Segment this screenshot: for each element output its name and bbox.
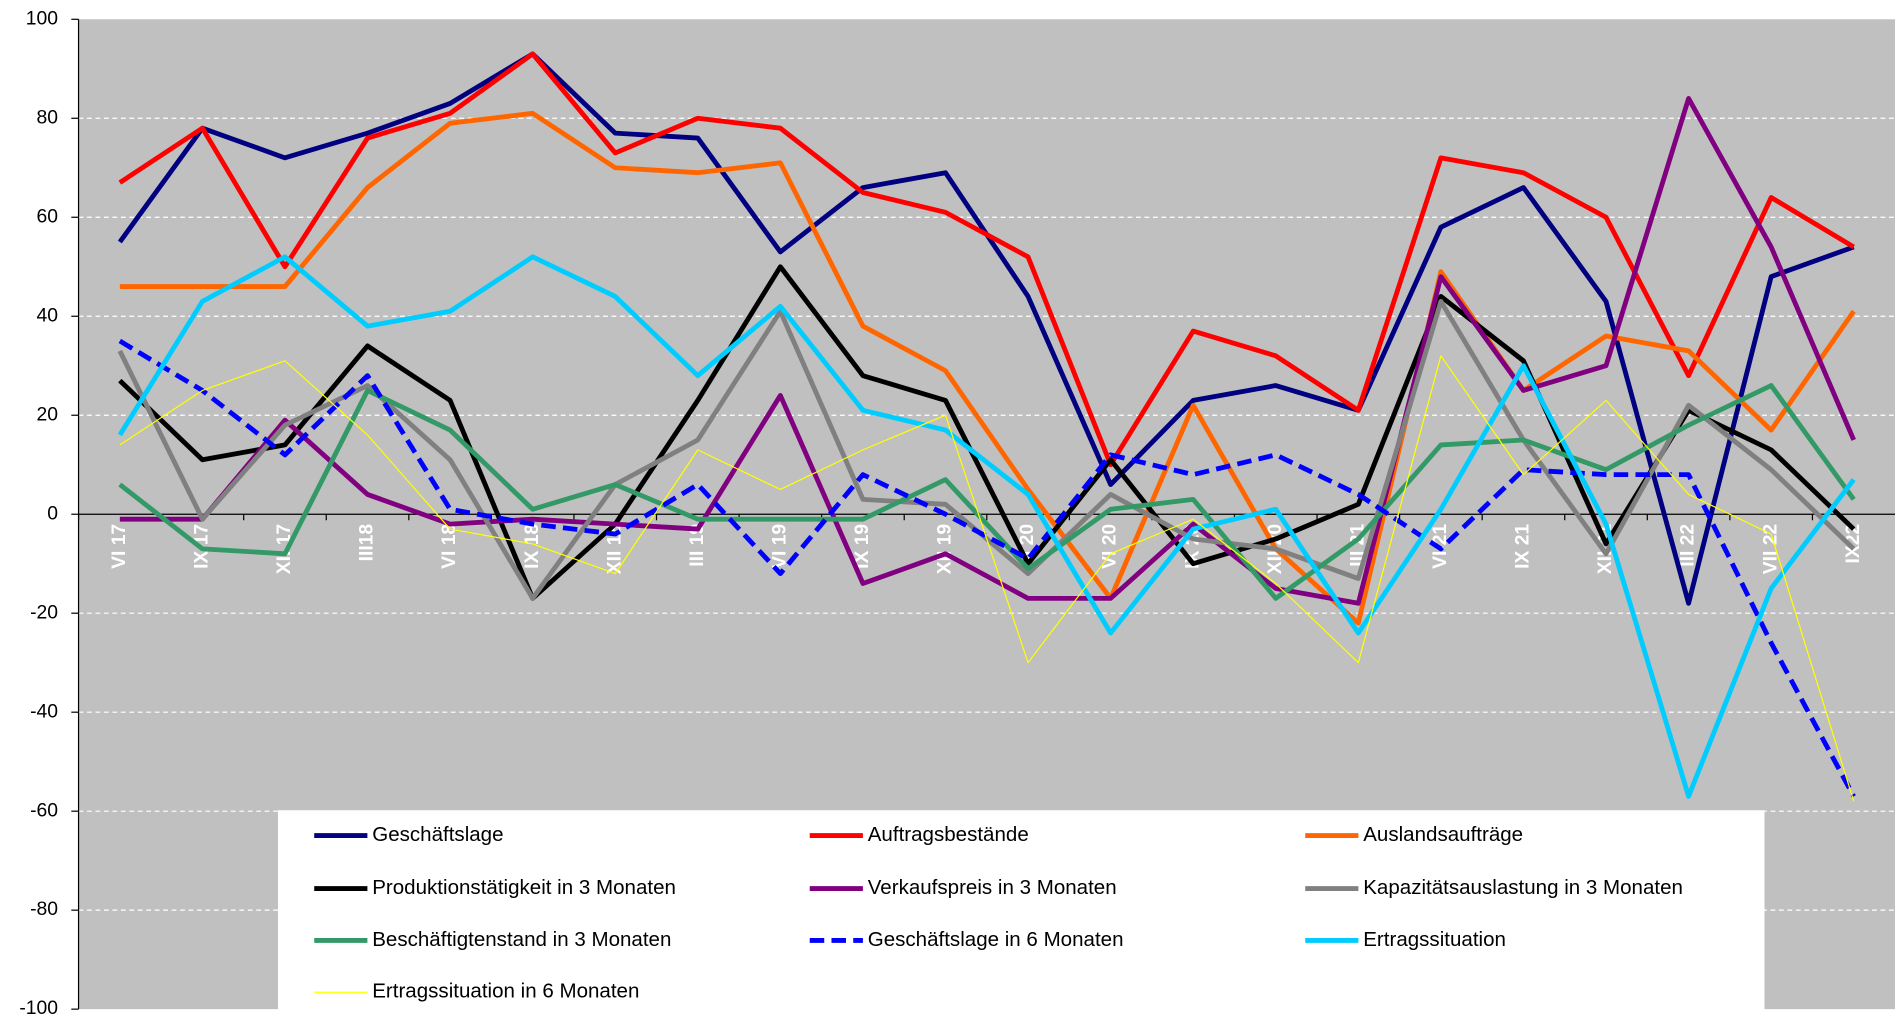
x-tick-label: VI 18 — [439, 524, 460, 569]
series-line — [118, 383, 1856, 601]
x-tick-label: VI 17 — [109, 524, 130, 569]
x-tick-label: III 22 — [1678, 524, 1699, 567]
series-line — [118, 338, 1856, 798]
x-tick-label: VI 19 — [769, 524, 790, 569]
legend-label: Verkaufspreis in 3 Monaten — [868, 876, 1117, 899]
series-line — [119, 110, 1856, 626]
legend-label: Ertragssituation in 6 Monaten — [372, 980, 639, 1003]
legend-label: Beschäftigtenstand in 3 Monaten — [372, 928, 671, 951]
y-tick-label: 20 — [37, 404, 58, 425]
legend-label: Kapazitätsauslastung in 3 Monaten — [1363, 876, 1683, 899]
x-tick-label: IX 19 — [852, 524, 873, 569]
x-tick-label: XII 18 — [604, 524, 625, 575]
x-tick-label: IX 18 — [522, 524, 543, 569]
x-tick-label: VI 20 — [1100, 524, 1121, 569]
x-tick-label: III 19 — [687, 524, 708, 567]
y-tick-label: 40 — [37, 305, 58, 326]
y-tick-label: 0 — [47, 503, 58, 524]
x-tick-label: IX22 — [1843, 524, 1864, 564]
legend-label: Ertragssituation — [1363, 928, 1506, 951]
x-tick-label: XII 17 — [274, 524, 295, 574]
y-tick-label: 100 — [26, 8, 58, 29]
legend-label: Produktionstätigkeit in 3 Monaten — [372, 876, 676, 899]
series-line — [117, 254, 1856, 799]
y-tick-label: -100 — [19, 998, 58, 1019]
x-tick-label: XII 19 — [935, 524, 956, 575]
legend-label: Geschäftslage in 6 Monaten — [868, 928, 1124, 951]
y-tick-label: 60 — [37, 206, 58, 227]
y-tick-label: 80 — [37, 107, 58, 128]
legend — [277, 810, 1765, 1016]
y-tick-label: -20 — [30, 602, 58, 623]
y-tick-label: -40 — [30, 701, 58, 722]
legend-label: Auftragsbestände — [868, 823, 1029, 846]
y-tick-label: -60 — [30, 800, 58, 821]
x-tick-label: IX 21 — [1513, 524, 1534, 569]
series-line — [118, 51, 1855, 468]
x-tick-label: VII 22 — [1760, 524, 1781, 574]
series-line — [119, 96, 1856, 606]
x-tick-label: III18 — [357, 524, 378, 562]
series-line — [119, 355, 1855, 802]
legend-label: Geschäftslage — [372, 823, 503, 846]
y-tick-label: -80 — [30, 899, 58, 920]
legend-label: Auslandsaufträge — [1363, 823, 1523, 846]
